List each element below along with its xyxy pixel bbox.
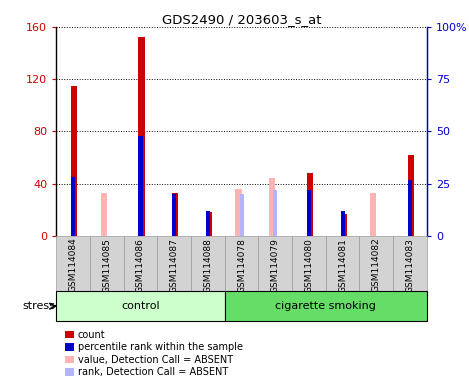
Bar [206, 211, 210, 236]
Bar [408, 180, 412, 236]
Text: GSM114084: GSM114084 [68, 238, 78, 292]
Text: cigarette smoking: cigarette smoking [275, 301, 376, 311]
Bar [56, 291, 225, 321]
Text: GSM114078: GSM114078 [237, 238, 246, 293]
Text: GSM114079: GSM114079 [271, 238, 280, 293]
Text: GSM114086: GSM114086 [136, 238, 145, 293]
Bar [71, 177, 75, 236]
Title: GDS2490 / 203603_s_at: GDS2490 / 203603_s_at [162, 13, 321, 26]
Bar [235, 189, 242, 236]
Bar [340, 214, 347, 236]
Bar [326, 236, 359, 291]
Text: GSM114081: GSM114081 [338, 238, 347, 293]
Bar [340, 211, 345, 236]
Text: GSM114082: GSM114082 [372, 238, 381, 292]
Bar [138, 37, 144, 236]
Bar [370, 193, 376, 236]
Bar [157, 236, 191, 291]
Bar [101, 193, 107, 236]
Bar [138, 136, 143, 236]
Bar [172, 194, 176, 236]
Bar [269, 179, 275, 236]
Bar [292, 236, 326, 291]
Bar [408, 155, 414, 236]
Bar [172, 193, 178, 236]
Bar [307, 173, 313, 236]
Text: GSM114087: GSM114087 [170, 238, 179, 293]
Bar [393, 236, 427, 291]
Bar [240, 194, 243, 236]
Bar [56, 236, 90, 291]
Text: stress: stress [23, 301, 56, 311]
Text: GSM114083: GSM114083 [405, 238, 415, 293]
Bar [206, 212, 212, 236]
Text: GSM114080: GSM114080 [304, 238, 313, 293]
Bar [307, 190, 311, 236]
Bar [273, 190, 277, 236]
Bar [225, 291, 427, 321]
Bar [191, 236, 225, 291]
Text: GSM114088: GSM114088 [204, 238, 212, 293]
Text: control: control [121, 301, 160, 311]
Text: GSM114085: GSM114085 [102, 238, 111, 293]
Bar [71, 86, 77, 236]
Legend: count, percentile rank within the sample, value, Detection Call = ABSENT, rank, : count, percentile rank within the sample… [61, 326, 247, 381]
Bar [124, 236, 157, 291]
Bar [258, 236, 292, 291]
Bar [225, 236, 258, 291]
Bar [90, 236, 124, 291]
Bar [359, 236, 393, 291]
